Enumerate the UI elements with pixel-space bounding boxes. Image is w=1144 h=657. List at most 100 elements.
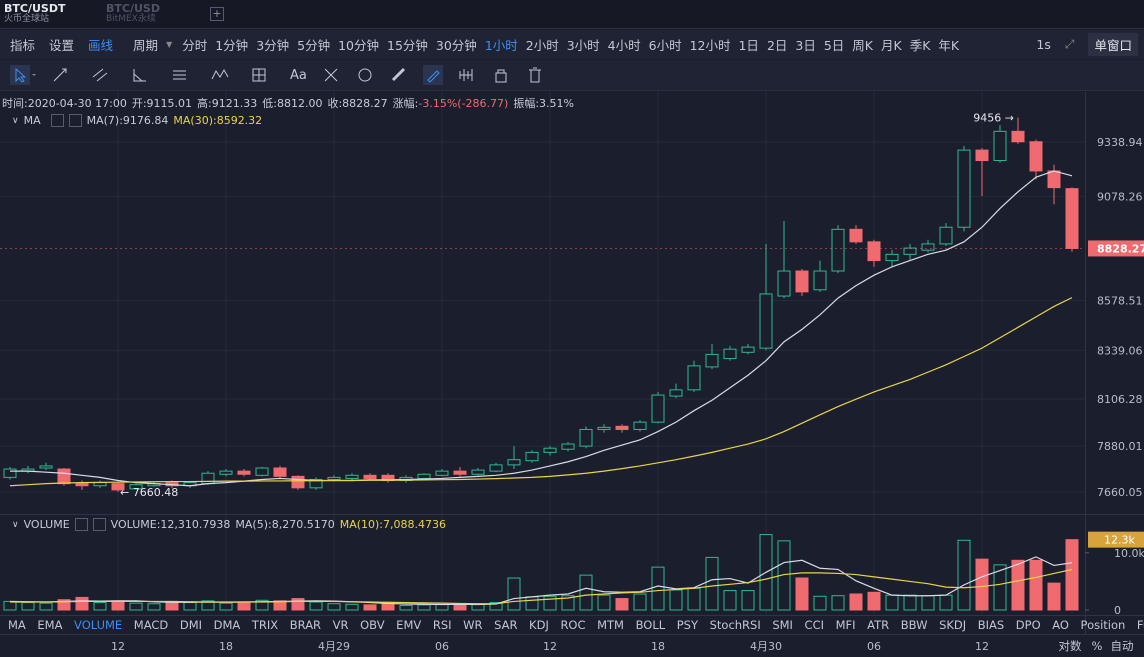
indicator-tab[interactable]: Fundflow xyxy=(1136,618,1144,632)
ruler-tool[interactable] xyxy=(389,65,409,85)
collapse[interactable]: ∨ xyxy=(12,115,19,126)
settings[interactable] xyxy=(74,518,88,531)
indicator-tab[interactable]: EMV xyxy=(396,618,422,632)
indicator-tab[interactable]: BIAS xyxy=(977,618,1005,632)
indicator-tab[interactable]: BBW xyxy=(900,618,928,632)
shape-tool[interactable] xyxy=(250,65,276,85)
text-tool[interactable]: Aa xyxy=(290,67,307,83)
indicator-tab[interactable]: TRIX xyxy=(251,618,279,632)
indicator-tab[interactable]: SMI xyxy=(772,618,793,632)
period-menu[interactable]: 周期 xyxy=(133,38,159,53)
drawing-toolbar: Aa xyxy=(0,60,1144,91)
indicator-tab[interactable]: MTM xyxy=(597,618,624,632)
indicator-tab[interactable]: StochRSI xyxy=(709,618,761,632)
volume-bar xyxy=(255,599,269,611)
indicator-tab[interactable]: BRAR xyxy=(289,618,322,632)
lock-draw[interactable] xyxy=(422,65,443,85)
indicator-tab[interactable]: EMA xyxy=(37,618,63,632)
candle-body xyxy=(507,459,521,466)
candle-body xyxy=(885,253,899,262)
volume-value: VOLUME:12,310.7938 xyxy=(110,518,231,531)
axis-option[interactable]: 自动 xyxy=(1111,639,1134,653)
tool-button[interactable]: 设置 xyxy=(49,38,75,53)
interval-button[interactable]: 1小时 xyxy=(484,38,518,53)
interval-button[interactable]: 2小时 xyxy=(525,38,559,53)
axis-option[interactable]: % xyxy=(1092,639,1103,653)
interval-button[interactable]: 1分钟 xyxy=(215,38,249,53)
interval-button[interactable]: 年K xyxy=(938,38,960,53)
fib-tool[interactable] xyxy=(170,65,196,85)
indicator-tab[interactable]: OBV xyxy=(360,618,385,632)
indicator-tab[interactable]: BOLL xyxy=(635,618,666,632)
interval-button[interactable]: 15分钟 xyxy=(387,38,428,53)
interval-button[interactable]: 10分钟 xyxy=(338,38,379,53)
collapse[interactable]: ∨ xyxy=(12,519,19,530)
interval-button[interactable]: 5日 xyxy=(823,38,845,53)
settings[interactable] xyxy=(50,114,64,127)
fullscreen[interactable]: ⤢ xyxy=(1064,37,1075,51)
channel-tool[interactable] xyxy=(90,65,116,85)
tool-button[interactable]: 指标 xyxy=(10,38,36,53)
indicator-tab[interactable]: MA xyxy=(8,618,26,632)
cursor-tool[interactable] xyxy=(10,65,36,85)
indicator-tab[interactable]: AO xyxy=(1052,618,1069,632)
indicator-tab[interactable]: MACD xyxy=(133,618,169,632)
magnet-tool[interactable] xyxy=(355,65,375,85)
add-tab[interactable]: + xyxy=(210,7,224,21)
indicator-tab[interactable]: RSI xyxy=(432,618,452,632)
tab[interactable]: BTC/USDT 火币全球站 xyxy=(0,0,102,29)
wave-tool[interactable] xyxy=(210,65,236,85)
close[interactable] xyxy=(68,114,82,127)
indicator-tab[interactable]: PSY xyxy=(676,618,698,632)
indicator-tab[interactable]: DMA xyxy=(213,618,241,632)
window-select[interactable]: 单窗口 xyxy=(1088,33,1138,56)
interval-button[interactable]: 30分钟 xyxy=(435,38,477,53)
volume-bar xyxy=(57,599,71,611)
angle-tool[interactable] xyxy=(130,65,156,85)
interval-button[interactable]: 6小时 xyxy=(648,38,682,53)
speed[interactable]: 1s xyxy=(1036,37,1051,52)
indicator-tab[interactable]: KDJ xyxy=(529,618,549,632)
interval-button[interactable]: 3日 xyxy=(795,38,816,53)
interval-button[interactable]: 2日 xyxy=(766,38,788,53)
indicator-tab[interactable]: Position xyxy=(1080,618,1126,632)
interval-button[interactable]: 3小时 xyxy=(566,38,600,53)
lock-tool[interactable] xyxy=(491,65,511,85)
interval-button[interactable]: 分时 xyxy=(182,38,208,53)
interval-button[interactable]: 周K xyxy=(852,38,873,53)
indicator-tab[interactable]: WR xyxy=(463,618,483,632)
volume-bar xyxy=(417,604,431,611)
tool-button[interactable]: 画线 xyxy=(88,38,114,53)
interval-button[interactable]: 月K xyxy=(881,38,902,53)
info-line: 时间:2020-04-30 17:00 开:9115.01 高:9121.33 … xyxy=(2,95,574,111)
volume-bar xyxy=(597,594,611,611)
indicator-tab[interactable]: CCI xyxy=(804,618,824,632)
visibility-tool[interactable] xyxy=(457,65,477,85)
indicator-tab[interactable]: ATR xyxy=(867,618,890,632)
indicator-tab[interactable]: VR xyxy=(332,618,349,632)
line-tool[interactable] xyxy=(50,65,76,85)
volume-bar xyxy=(1011,559,1025,611)
interval-button[interactable]: 3分钟 xyxy=(256,38,290,53)
indicator-tab[interactable]: SKDJ xyxy=(939,618,967,632)
volume-bar xyxy=(903,594,917,611)
indicator-tab[interactable]: SAR xyxy=(494,618,518,632)
interval-button[interactable]: 4小时 xyxy=(607,38,641,53)
interval-button[interactable]: 1日 xyxy=(738,38,759,53)
indicator-tab[interactable]: VOLUME xyxy=(74,618,123,632)
tab[interactable]: BTC/USD BitMEX永续 xyxy=(102,0,204,29)
axis-option[interactable]: 对数 xyxy=(1059,639,1082,653)
interval-button[interactable]: 12小时 xyxy=(689,38,731,53)
indicator-tab[interactable]: ROC xyxy=(560,618,586,632)
close[interactable] xyxy=(92,518,106,531)
interval-button[interactable]: 季K xyxy=(909,38,931,53)
delete-tool[interactable] xyxy=(525,65,545,85)
indicator-tab[interactable]: DPO xyxy=(1015,618,1041,632)
candle-body xyxy=(543,447,557,453)
volume-bar xyxy=(993,564,1007,611)
interval-button[interactable]: 5分钟 xyxy=(297,38,331,53)
indicator-tab[interactable]: DMI xyxy=(179,618,203,632)
indicator-tab[interactable]: MFI xyxy=(835,618,856,632)
y-tick-label: 8339.06 xyxy=(1097,344,1143,357)
measure-tool[interactable] xyxy=(321,65,341,85)
